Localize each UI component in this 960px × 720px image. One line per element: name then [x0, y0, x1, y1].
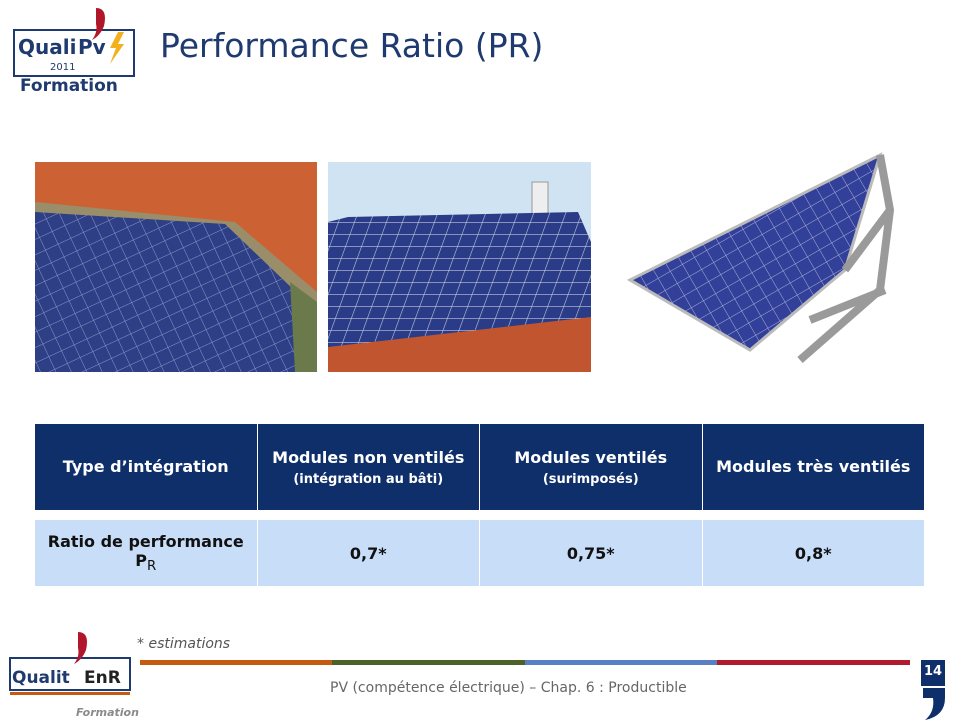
- logo-sub: Formation: [20, 76, 118, 94]
- header-text: Modules ventilés: [514, 448, 668, 467]
- row-label-sub: R: [146, 559, 157, 575]
- slide-title: Performance Ratio (PR): [160, 26, 544, 65]
- footer-graphics: Qualit EnR Formation: [9, 632, 945, 720]
- footer-logo-sub: Formation: [76, 706, 139, 719]
- header-cell: Type d’intégration: [35, 424, 258, 510]
- header-cell: Modules non ventilés (intégration au bâti…: [257, 424, 480, 510]
- logo-year: 2011: [50, 62, 75, 73]
- photo-integrated: [35, 162, 317, 372]
- row-label: Ratio de performance P: [47, 531, 244, 570]
- logo-brand: Quali: [18, 35, 76, 59]
- header-text: Type d’intégration: [62, 457, 229, 476]
- page-number: 14: [921, 660, 945, 686]
- row-label-cell: Ratio de performance PR: [35, 510, 258, 586]
- photo-very-ventilated: [600, 150, 915, 372]
- footer-text: PV (compétence électrique) – Chap. 6 : P…: [330, 680, 687, 696]
- logo-mark: Pv: [78, 35, 106, 59]
- header-note: (surimposés): [542, 472, 639, 487]
- header-text: Modules non ventilés: [272, 448, 465, 467]
- footer-logo-brand: Qualit: [12, 668, 70, 688]
- pr-table: Type d’intégration Modules non ventilés (i…: [35, 424, 925, 586]
- header-cell: Modules ventilés (surimposés): [480, 424, 703, 510]
- value-cell: 0,7*: [257, 510, 480, 586]
- header-logo: Quali Pv 2011 Formation: [13, 8, 135, 94]
- table-body: Ratio de performance PR 0,7* 0,75* 0,8*: [35, 510, 925, 586]
- footer-logo-mark: EnR: [84, 668, 121, 688]
- photo-ventilated: [328, 162, 591, 372]
- header-row: Type d’intégration Modules non ventilés (i…: [35, 424, 925, 510]
- header-text: Modules très ventilés: [716, 457, 911, 476]
- footnote: * estimations: [137, 636, 231, 652]
- header-cell: Modules très ventilés: [702, 424, 925, 510]
- header-note: (intégration au bâti): [293, 472, 444, 487]
- table-row: Ratio de performance PR 0,7* 0,75* 0,8*: [35, 510, 925, 586]
- value-cell: 0,8*: [702, 510, 925, 586]
- value-cell: 0,75*: [480, 510, 703, 586]
